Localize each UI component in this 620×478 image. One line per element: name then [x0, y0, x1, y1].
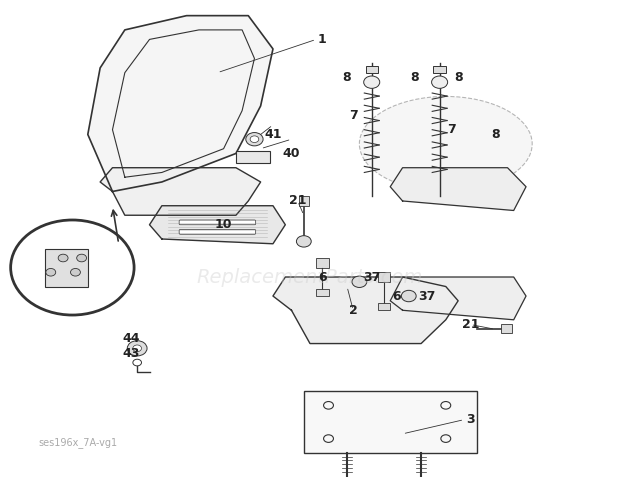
Circle shape [133, 345, 141, 352]
Bar [378, 272, 390, 282]
Circle shape [77, 254, 87, 262]
Bar [433, 65, 446, 73]
Text: 1: 1 [318, 33, 327, 46]
Text: 37: 37 [418, 290, 436, 303]
Text: 41: 41 [264, 128, 281, 141]
Text: 10: 10 [215, 218, 232, 231]
Circle shape [246, 132, 263, 146]
Text: 8: 8 [410, 71, 419, 84]
Ellipse shape [360, 97, 532, 192]
Bar [378, 303, 390, 310]
Bar [236, 151, 270, 163]
Text: 2: 2 [349, 304, 358, 317]
Circle shape [71, 269, 81, 276]
Polygon shape [149, 206, 285, 244]
Bar [45, 249, 88, 286]
Polygon shape [88, 16, 273, 192]
Text: 43: 43 [122, 347, 140, 359]
Bar [316, 289, 329, 296]
FancyBboxPatch shape [179, 229, 255, 234]
Circle shape [127, 341, 147, 356]
Polygon shape [390, 277, 526, 320]
Text: 7: 7 [448, 123, 456, 136]
Text: 3: 3 [466, 413, 475, 426]
Circle shape [58, 254, 68, 262]
Polygon shape [273, 277, 458, 344]
Text: 21: 21 [462, 318, 479, 331]
Circle shape [401, 290, 416, 302]
Circle shape [352, 276, 367, 287]
Polygon shape [100, 168, 260, 215]
Text: 37: 37 [363, 271, 381, 283]
Circle shape [133, 359, 141, 366]
Text: 6: 6 [318, 271, 327, 283]
Circle shape [364, 76, 379, 88]
Text: 8: 8 [454, 71, 463, 84]
Bar [316, 258, 329, 268]
Text: 21: 21 [289, 195, 306, 207]
Text: ses196x_7A-vg1: ses196x_7A-vg1 [38, 437, 118, 448]
Text: ReplacementParts.com: ReplacementParts.com [197, 268, 423, 286]
Text: 6: 6 [392, 290, 401, 303]
Circle shape [250, 136, 259, 142]
Text: 8: 8 [491, 128, 500, 141]
FancyBboxPatch shape [179, 220, 255, 225]
Bar [299, 196, 309, 206]
Circle shape [432, 76, 448, 88]
Text: 44: 44 [122, 332, 140, 345]
Text: 7: 7 [349, 109, 358, 122]
Circle shape [296, 236, 311, 247]
Text: 8: 8 [343, 71, 352, 84]
FancyBboxPatch shape [304, 391, 477, 453]
Bar [502, 324, 513, 333]
Circle shape [46, 269, 56, 276]
Text: 40: 40 [283, 147, 300, 160]
Polygon shape [390, 168, 526, 210]
Bar [366, 65, 378, 73]
Circle shape [11, 220, 134, 315]
